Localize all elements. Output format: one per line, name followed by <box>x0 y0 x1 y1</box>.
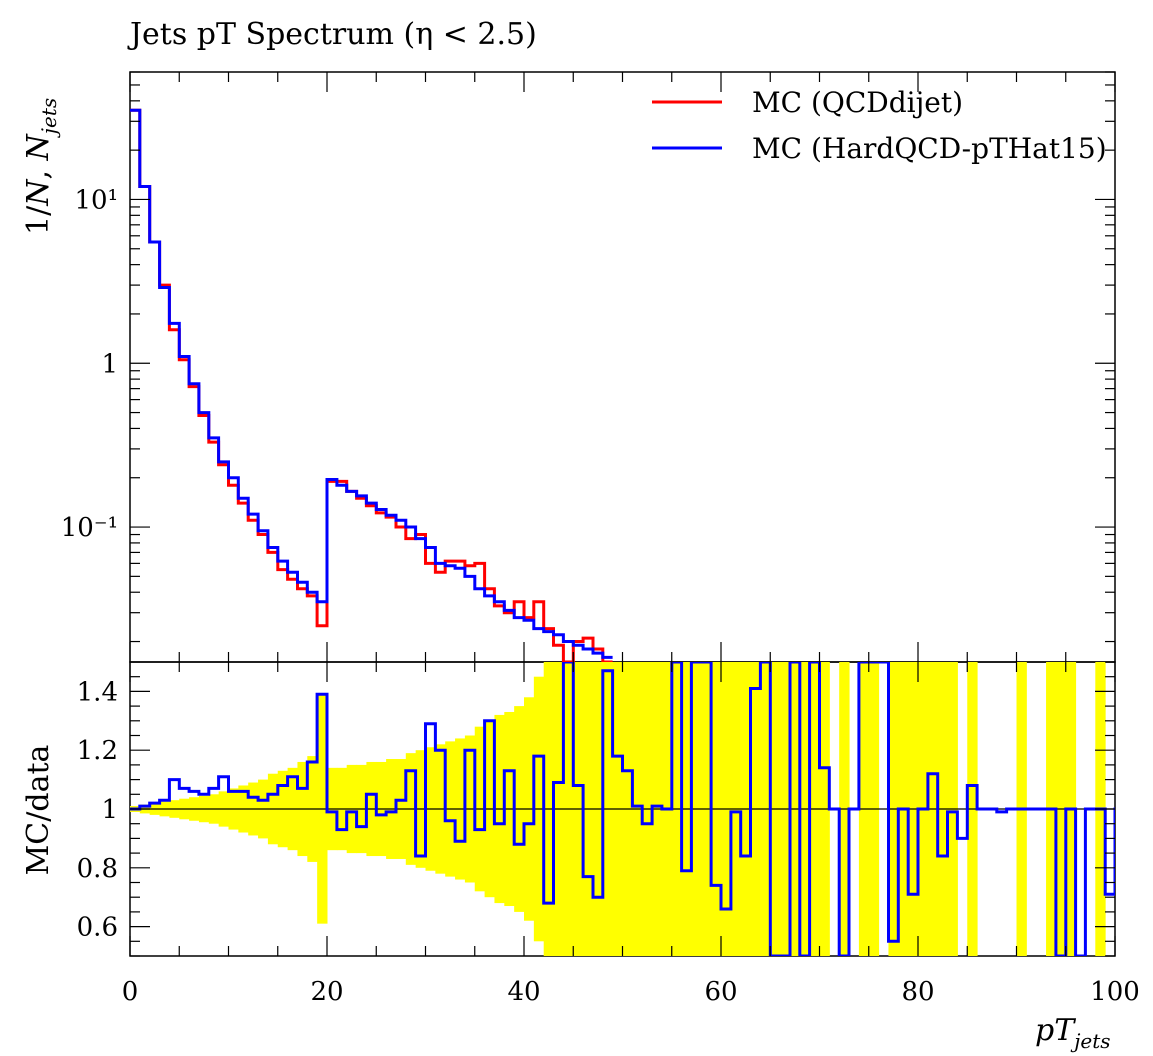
ratio-y-tick-label: 0.8 <box>77 854 118 884</box>
ratio-y-axis-label: MC/data <box>21 744 56 875</box>
y-tick-label: 10¹ <box>74 185 118 215</box>
x-tick-label: 60 <box>704 977 737 1007</box>
axes: 0 20 40 60 80 100 10⁻¹ 1 10¹ 0.6 0.8 1 1.2 1.4 <box>61 71 1140 1007</box>
main-y-axis-label: 1/N, Njets <box>21 98 61 235</box>
main-plot-area <box>130 108 613 662</box>
ratio-y-tick-label: 0.6 <box>77 913 118 943</box>
chart-title: Jets pT Spectrum (η < 2.5) <box>127 17 537 52</box>
ratio-series-line-hardqcd <box>130 662 1115 956</box>
ratio-y-tick-label: 1.2 <box>77 736 118 766</box>
x-tick-label: 80 <box>901 977 934 1007</box>
series-line-qcddijet <box>130 108 613 662</box>
ratio-y-tick-label: 1.4 <box>77 677 118 707</box>
y-tick-label: 1 <box>101 349 118 379</box>
y-tick-label: 10⁻¹ <box>61 513 118 543</box>
ratio-y-tick-label: 1 <box>101 795 118 825</box>
legend: MC (QCDdijet) MC (HardQCD-pTHat15) <box>652 86 1107 165</box>
series-line-hardqcd <box>130 108 613 659</box>
x-tick-label: 100 <box>1090 977 1140 1007</box>
x-tick-label: 0 <box>122 977 139 1007</box>
x-tick-label: 40 <box>507 977 540 1007</box>
x-axis-label: pTjets <box>1035 1013 1111 1053</box>
x-tick-label: 20 <box>310 977 343 1007</box>
ratio-plot-area <box>130 662 1115 956</box>
legend-label-qcddijet: MC (QCDdijet) <box>752 86 963 119</box>
legend-label-hardqcd: MC (HardQCD-pTHat15) <box>752 132 1107 165</box>
